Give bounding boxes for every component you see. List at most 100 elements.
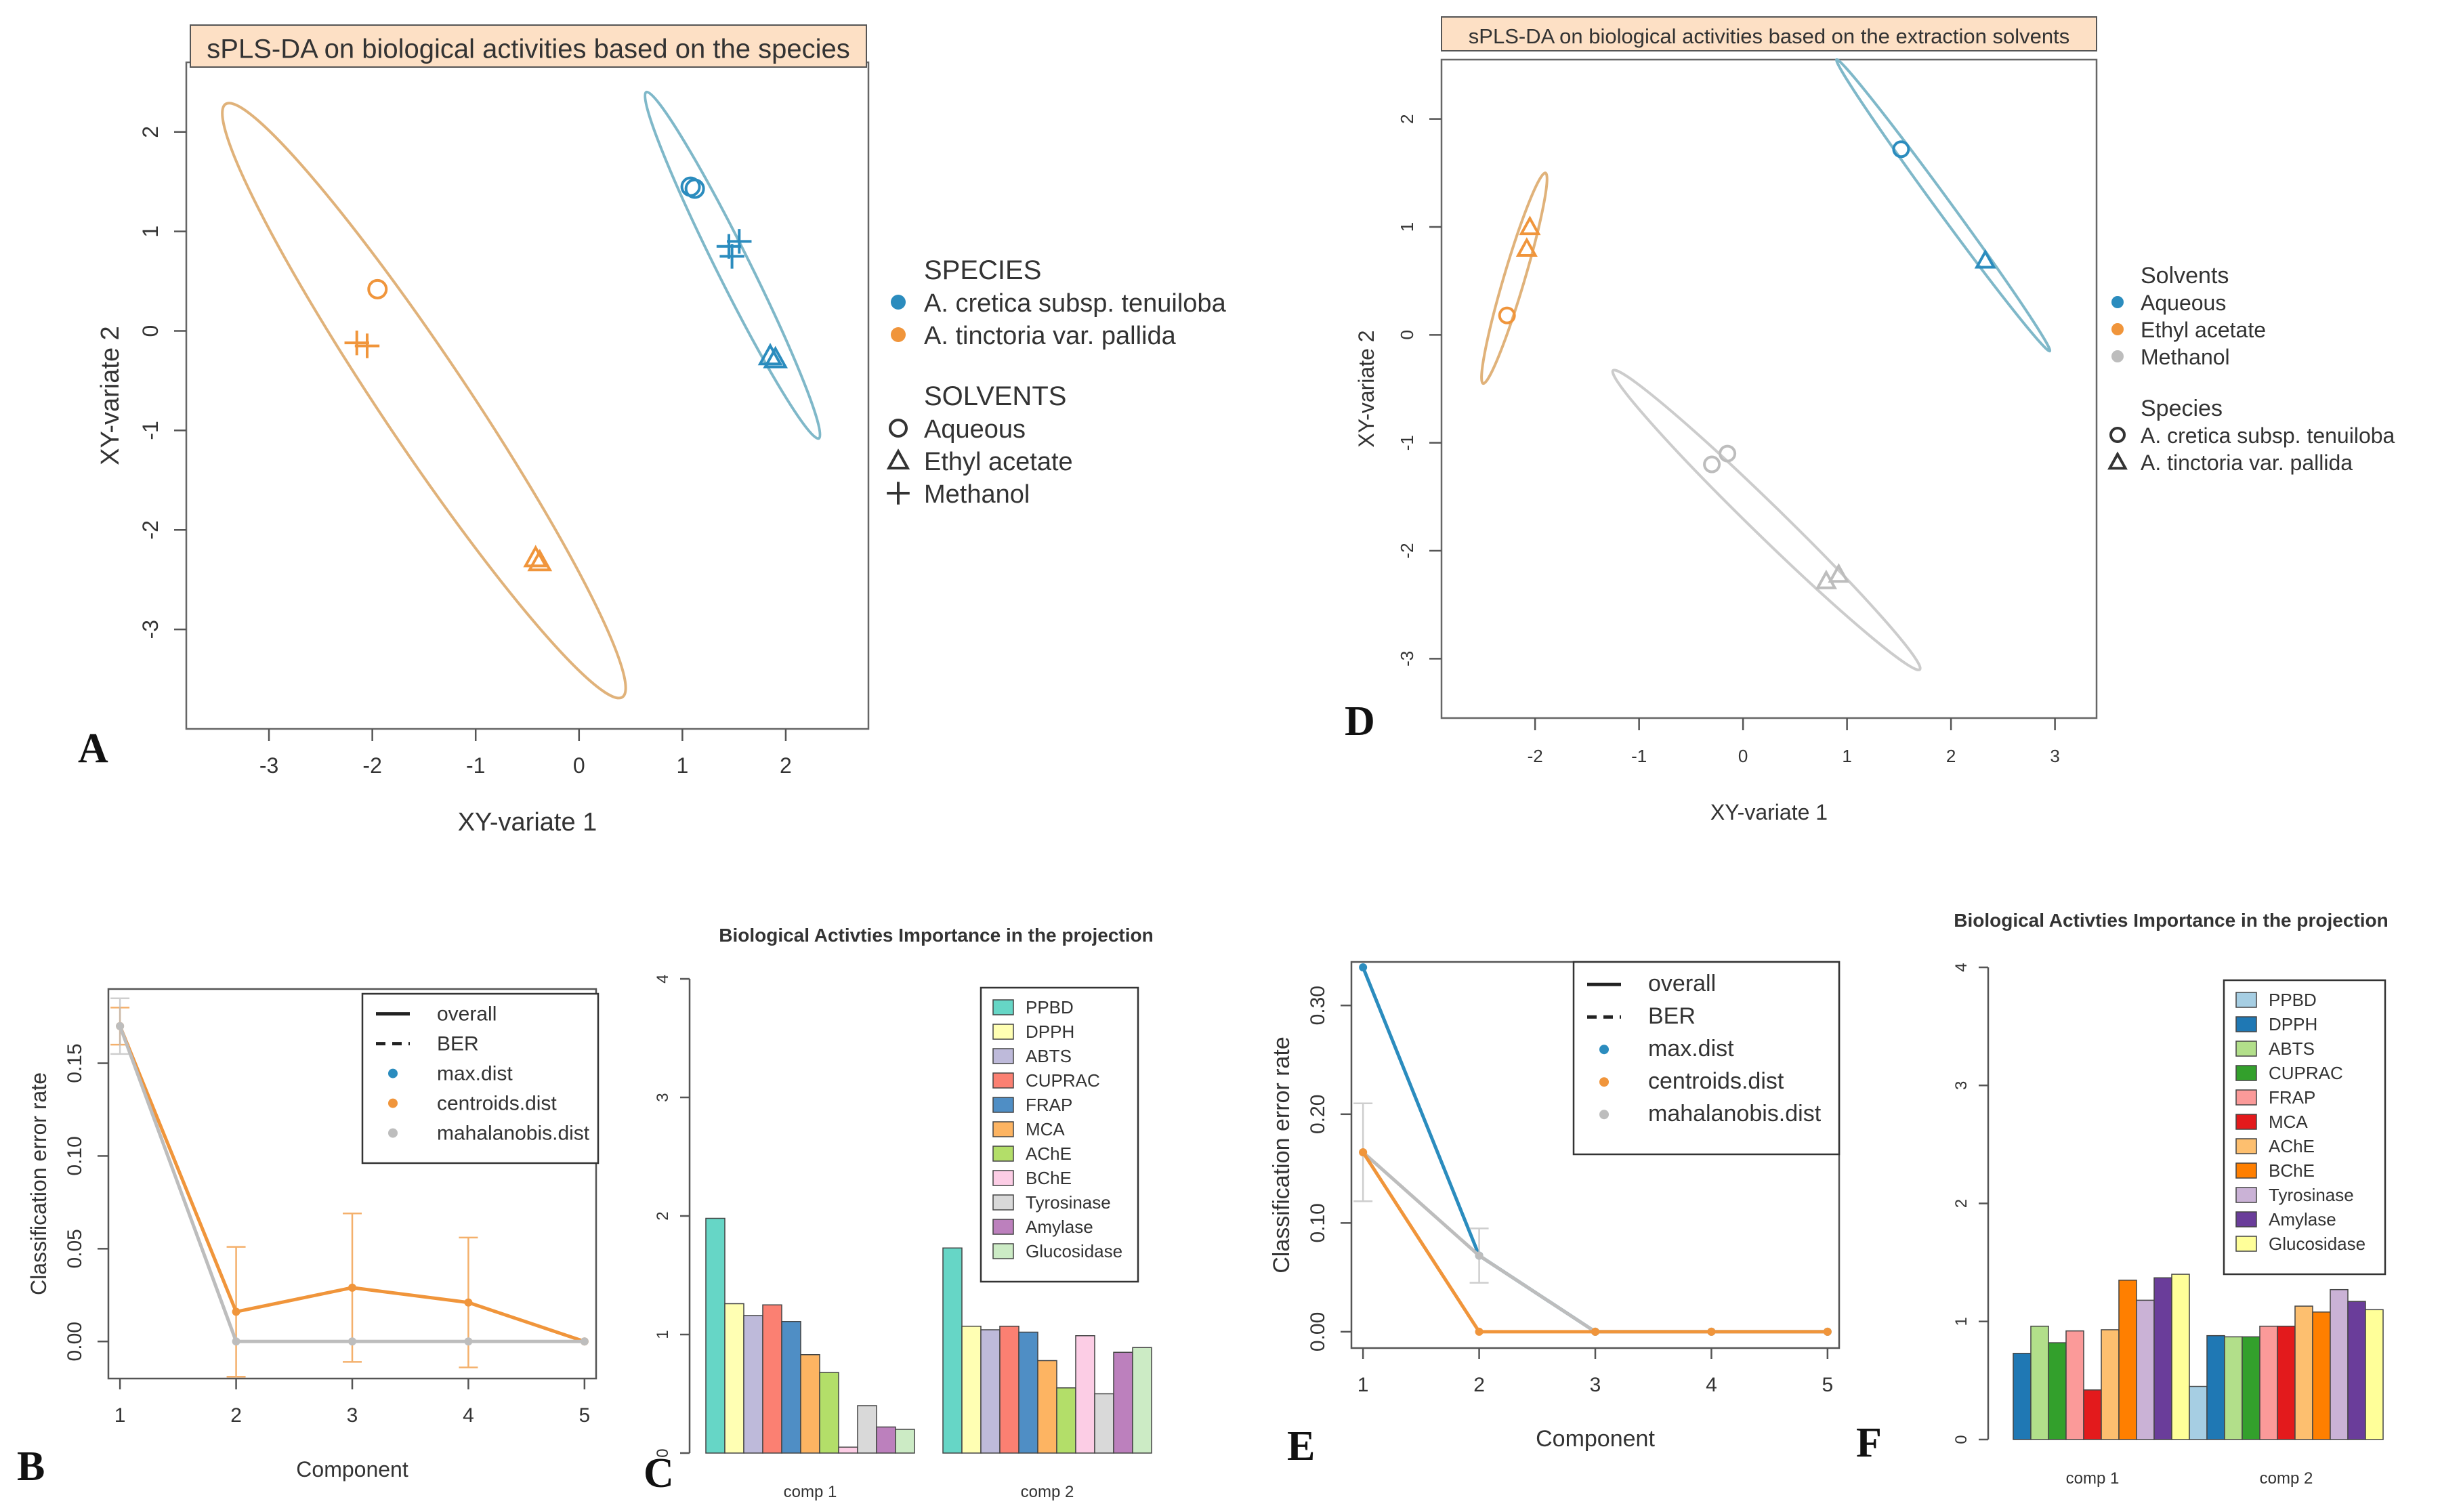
x-tick-label: 4: [463, 1404, 474, 1427]
y-tick-label: 0.20: [1307, 1095, 1329, 1134]
y-tick-label: 2: [1397, 114, 1417, 123]
legend-dot: [2111, 323, 2124, 335]
legend-item: Amylase: [1026, 1217, 1093, 1237]
bar-bche: [2118, 1280, 2137, 1440]
series-line-ber-mahalanobis.dist: [1362, 1152, 1828, 1332]
legend-symbol: [886, 448, 910, 470]
x-axis-label: XY-variate 1: [1710, 800, 1828, 824]
y-tick-label: 0.15: [64, 1043, 86, 1083]
legend-item: Glucosidase: [1026, 1241, 1122, 1261]
y-tick-label: 0.10: [1307, 1203, 1329, 1242]
legend-item: Methanol: [924, 480, 1030, 509]
series-point: [580, 1337, 589, 1346]
data-point: [367, 278, 388, 299]
x-tick-label: 4: [1706, 1374, 1717, 1396]
chart-title: sPLS-DA on biological activities based o…: [207, 34, 849, 64]
category-label: comp 2: [2260, 1469, 2313, 1488]
legend-swatch: [2235, 1162, 2257, 1179]
legend-item: Methanol: [2141, 345, 2230, 369]
legend-item: MCA: [1026, 1119, 1065, 1139]
data-point: [1828, 563, 1850, 583]
legend-item: overall: [437, 1003, 497, 1026]
legend-dot: [2111, 350, 2124, 362]
y-axis-label: Classification error rate: [1269, 1036, 1295, 1274]
legend-item: DPPH: [2269, 1014, 2317, 1034]
legend-box: [1572, 961, 1840, 1156]
x-tick-label: 3: [2050, 746, 2059, 766]
legend-item: PPBD: [1026, 997, 1074, 1017]
y-tick-label: 0.00: [64, 1322, 86, 1361]
legend-title: SOLVENTS: [924, 381, 1066, 411]
series-line-centroids.dist: [1362, 1151, 1828, 1334]
x-tick-label: 2: [1473, 1374, 1485, 1396]
y-tick-label: 2: [1952, 1199, 1971, 1208]
legend-symbol: [887, 482, 910, 505]
y-tick-label: 1: [138, 226, 163, 238]
panel-E: 1 2 3 4 5 0.00 0.10 0.20 0.30 Component Classifica…: [1269, 961, 1840, 1452]
series-line-ber-mahalanobis.dist: [119, 1026, 585, 1343]
legend-item: BChE: [2269, 1160, 2315, 1181]
category-label: comp 2: [1021, 1483, 1074, 1501]
bar-cuprac: [2048, 1342, 2067, 1440]
series-point: [116, 1022, 125, 1030]
legend-item: PPBD: [2269, 990, 2317, 1010]
series-point: [1475, 1251, 1484, 1260]
legend-item: centroids.dist: [1648, 1068, 1784, 1094]
bar-ache: [1056, 1387, 1076, 1454]
y-tick-label: 3: [654, 1093, 672, 1101]
bar-cuprac: [2242, 1336, 2260, 1440]
data-point: [1498, 306, 1516, 324]
panel-letter-B: B: [17, 1444, 45, 1490]
data-point: [757, 343, 783, 366]
legend-item: A. tinctoria var. pallida: [2141, 450, 2353, 475]
bar-frap: [1018, 1331, 1038, 1454]
category-label: comp 1: [2066, 1469, 2120, 1488]
y-axis-label: XY-variate 2: [96, 326, 125, 465]
legend-item: overall: [1648, 971, 1716, 996]
y-tick-label: -1: [138, 421, 163, 440]
series-point: [464, 1337, 473, 1346]
legend-item: FRAP: [1026, 1095, 1072, 1115]
data-point: [727, 229, 752, 254]
bar-amylase: [2347, 1301, 2366, 1440]
legend-item: Amylase: [2269, 1209, 2336, 1230]
legend-B: overall BER max.dist centroids.dist mahalano…: [361, 992, 600, 1164]
x-tick-label: 0: [573, 753, 585, 778]
x-tick-label: -2: [1528, 746, 1543, 766]
y-tick-label: -3: [138, 620, 163, 639]
legend-C: PPBD DPPH ABTS CUPRAC FRAP MCA AChE BChE Tyrosin…: [980, 986, 1139, 1283]
legend-dot: [891, 295, 906, 310]
x-tick-label: 1: [676, 753, 688, 778]
y-tick-label: 0.30: [1307, 986, 1329, 1025]
panel-letter-A: A: [78, 726, 108, 772]
x-axis-label: Component: [296, 1457, 408, 1482]
legend-dot: [1599, 1045, 1609, 1055]
bar-ache: [819, 1372, 839, 1454]
x-tick-label: 2: [780, 753, 792, 778]
y-tick-label: 3: [1952, 1081, 1971, 1090]
bar-amylase: [1113, 1351, 1133, 1454]
x-tick-label: -3: [259, 753, 278, 778]
legend-swatch: [2235, 1211, 2257, 1227]
bar-cuprac: [762, 1304, 782, 1454]
data-point: [763, 345, 788, 369]
y-tick-label: 2: [654, 1211, 672, 1220]
legend-item: max.dist: [437, 1063, 513, 1085]
y-tick-label: 4: [654, 974, 672, 983]
bar-mca: [800, 1354, 820, 1454]
panel-letter-F: F: [1856, 1420, 1882, 1466]
y-tick-label: -3: [1397, 651, 1417, 667]
legend-title: Species: [2141, 396, 2223, 421]
legend-item: BER: [437, 1033, 479, 1055]
bar-tyrosinase: [857, 1405, 877, 1454]
legend-item: mahalanobis.dist: [437, 1122, 590, 1145]
series-point: [1591, 1327, 1599, 1336]
legend-item: ABTS: [2269, 1038, 2315, 1059]
legend-symbol: [2107, 451, 2128, 470]
x-tick-label: -1: [466, 753, 485, 778]
bar-glucosidase: [1132, 1347, 1152, 1454]
bar-abts: [743, 1315, 763, 1454]
y-tick-label: 0.00: [1307, 1312, 1329, 1351]
x-tick-label: 0: [1738, 746, 1748, 766]
